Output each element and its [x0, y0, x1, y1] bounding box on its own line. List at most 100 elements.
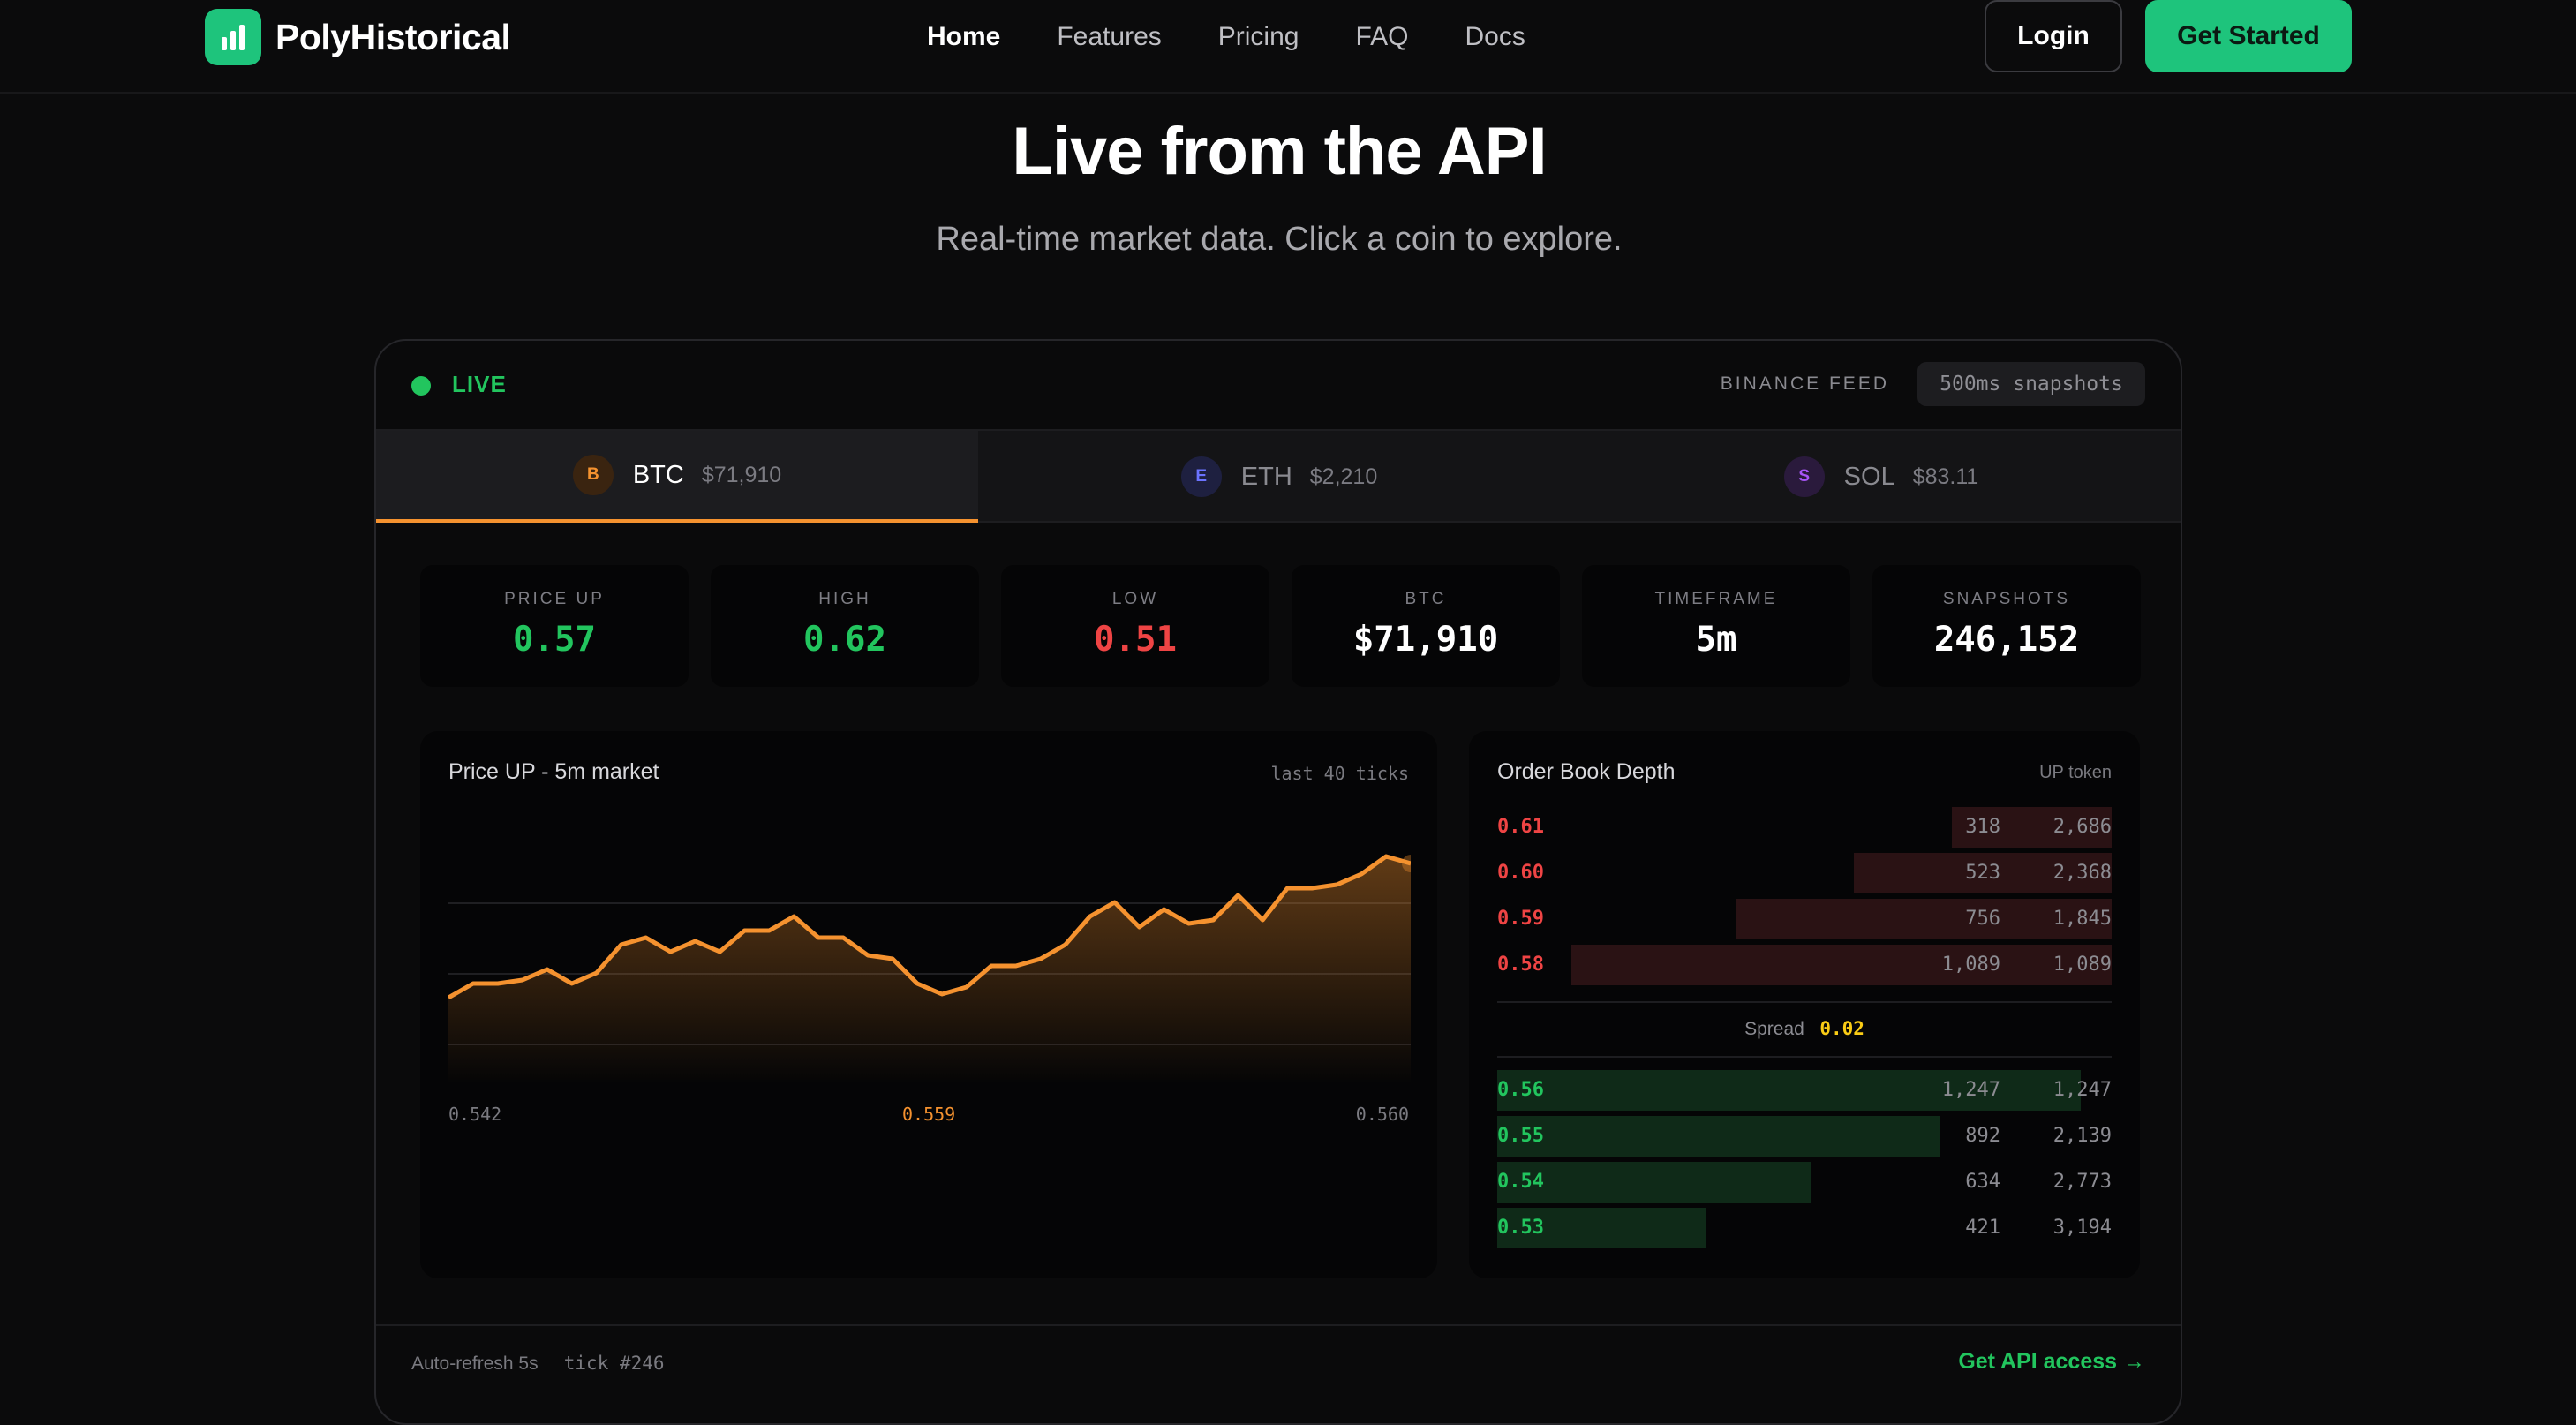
bid-size: 892: [1965, 1125, 2000, 1147]
chart-note: last 40 ticks: [1270, 763, 1409, 784]
sol-coin-icon: S: [1783, 456, 1825, 497]
ask-total: 1,089: [2053, 954, 2112, 976]
ask-row: 0.61 318 2,686: [1497, 807, 2112, 848]
bid-size: 421: [1965, 1217, 2000, 1239]
ask-depth-bar: [1570, 945, 2112, 985]
stat-label: SNAPSHOTS: [1942, 590, 2071, 608]
nav-link-home[interactable]: Home: [927, 22, 1001, 51]
ask-total: 2,686: [2053, 816, 2112, 838]
price-line-chart: [448, 854, 1411, 1084]
tab-btc[interactable]: B BTC $71,910: [376, 431, 978, 523]
ask-price: 0.60: [1497, 862, 1544, 884]
login-button[interactable]: Login: [1985, 0, 2122, 72]
axis-label-mid: 0.559: [902, 1104, 956, 1125]
stat-btc-price: BTC $71,910: [1292, 565, 1560, 687]
snapshot-interval-badge: 500ms snapshots: [1917, 362, 2145, 406]
ask-size: 523: [1965, 862, 2000, 884]
tab-sol[interactable]: S SOL $83.11: [1580, 431, 2181, 523]
order-book-panel: Order Book Depth UP token 0.61 318 2,686…: [1469, 731, 2140, 1278]
spread-label: Spread: [1744, 1019, 1804, 1039]
tab-price: $71,910: [701, 462, 782, 487]
spread-divider: [1497, 1056, 2112, 1058]
bid-total: 1,247: [2053, 1079, 2112, 1101]
stat-value: 5m: [1695, 620, 1737, 660]
stat-value: 0.62: [803, 620, 886, 660]
stat-label: HIGH: [818, 590, 871, 608]
tab-price: $2,210: [1309, 464, 1378, 489]
card-footer: Auto-refresh 5s tick #246 Get API access…: [376, 1324, 2181, 1423]
bid-price: 0.54: [1497, 1171, 1544, 1193]
tick-counter: tick #246: [563, 1353, 665, 1374]
stat-label: LOW: [1111, 590, 1159, 608]
tab-symbol: SOL: [1843, 462, 1895, 491]
ask-size: 1,089: [1941, 954, 2000, 976]
bid-row: 0.55 892 2,139: [1497, 1116, 2112, 1157]
bid-depth-bar: [1497, 1162, 1811, 1203]
get-api-access-link[interactable]: Get API access →: [1958, 1349, 2145, 1374]
bid-price: 0.55: [1497, 1125, 1544, 1147]
nav-link-faq[interactable]: FAQ: [1355, 22, 1409, 51]
refresh-status: Auto-refresh 5s tick #246: [411, 1353, 665, 1375]
live-status-dot: [411, 376, 431, 396]
spread-value: 0.02: [1819, 1018, 1864, 1039]
stat-value: 0.51: [1094, 620, 1177, 660]
bid-price: 0.56: [1497, 1079, 1544, 1101]
ask-row: 0.59 756 1,845: [1497, 899, 2112, 939]
top-nav: PolyHistorical Home Features Pricing FAQ…: [0, 0, 2576, 94]
card-header: LIVE BINANCE FEED 500ms snapshots: [376, 341, 2181, 429]
nav-link-features[interactable]: Features: [1057, 22, 1162, 51]
bid-total: 2,139: [2053, 1125, 2112, 1147]
brand-name: PolyHistorical: [275, 16, 511, 57]
stat-value: 246,152: [1933, 620, 2080, 660]
bid-price: 0.53: [1497, 1217, 1544, 1239]
chart-title: Price UP - 5m market: [448, 759, 659, 784]
stat-low: LOW 0.51: [1001, 565, 1269, 687]
stat-price-up: PRICE UP 0.57: [420, 565, 689, 687]
nav-link-pricing[interactable]: Pricing: [1217, 22, 1299, 51]
stat-value: 0.57: [513, 620, 596, 660]
stat-label: BTC: [1405, 590, 1447, 608]
ask-row: 0.60 523 2,368: [1497, 853, 2112, 893]
stat-value: $71,910: [1352, 620, 1499, 660]
orderbook-note: UP token: [2039, 763, 2112, 782]
coin-tabs: B BTC $71,910 E ETH $2,210 S SOL $83.11: [376, 429, 2181, 523]
price-chart-panel: Price UP - 5m market last 40 ticks 0.542…: [420, 731, 1437, 1278]
tab-symbol: ETH: [1240, 462, 1292, 491]
price-series-line: [448, 854, 1411, 1000]
ask-depth-bar: [1853, 853, 2112, 893]
ask-depth-bar: [1736, 899, 2112, 939]
get-started-button[interactable]: Get Started: [2145, 0, 2352, 72]
bid-row: 0.54 634 2,773: [1497, 1162, 2112, 1203]
feed-label: BINANCE FEED: [1720, 373, 1889, 394]
stat-label: PRICE UP: [504, 590, 605, 608]
tab-price: $83.11: [1912, 464, 1979, 489]
stat-label: TIMEFRAME: [1654, 590, 1778, 608]
spread-divider: [1497, 1001, 2112, 1003]
hero-title: Live from the API: [1012, 114, 1547, 189]
live-market-card: LIVE BINANCE FEED 500ms snapshots B BTC …: [374, 339, 2182, 1425]
ask-total: 1,845: [2053, 908, 2112, 930]
auto-refresh-label: Auto-refresh 5s: [411, 1353, 539, 1374]
nav-links: Home Features Pricing FAQ Docs: [927, 18, 1582, 57]
brand[interactable]: PolyHistorical: [205, 9, 511, 65]
latest-point-marker: [1402, 855, 1411, 872]
bid-depth-bar: [1497, 1208, 1706, 1248]
ask-row: 0.58 1,089 1,089: [1497, 945, 2112, 985]
bid-size: 1,247: [1941, 1079, 2000, 1101]
bid-depth-bar: [1497, 1070, 2082, 1111]
bid-total: 2,773: [2053, 1171, 2112, 1193]
ask-size: 756: [1965, 908, 2000, 930]
bid-size: 634: [1965, 1171, 2000, 1193]
bid-row: 0.56 1,247 1,247: [1497, 1070, 2112, 1111]
bar-chart-logo-icon: [205, 9, 261, 65]
ask-price: 0.61: [1497, 816, 1544, 838]
stat-timeframe: TIMEFRAME 5m: [1582, 565, 1850, 687]
nav-link-docs[interactable]: Docs: [1465, 22, 1525, 51]
tab-eth[interactable]: E ETH $2,210: [978, 431, 1580, 523]
live-label: LIVE: [452, 371, 507, 397]
bid-total: 3,194: [2053, 1217, 2112, 1239]
ask-depth-bar: [1952, 807, 2112, 848]
spread-indicator: Spread 0.02: [1497, 1018, 2112, 1040]
stat-snapshots: SNAPSHOTS 246,152: [1872, 565, 2141, 687]
ask-price: 0.58: [1497, 954, 1544, 976]
